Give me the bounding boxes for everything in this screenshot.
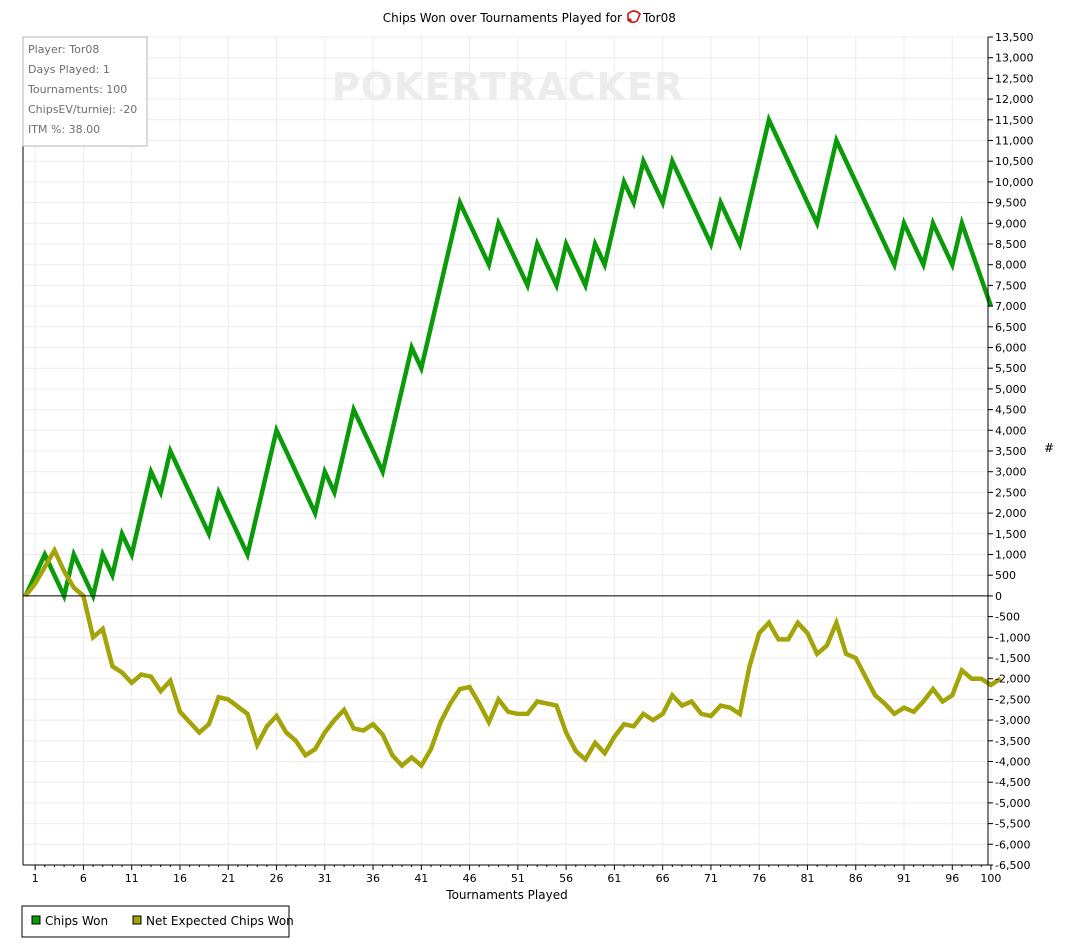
x-tick-label: 41: [414, 872, 428, 885]
x-tick-label: 86: [849, 872, 863, 885]
y-tick-label: 10,500: [995, 155, 1034, 168]
x-tick-label: 100: [980, 872, 1001, 885]
x-tick-label: 6: [80, 872, 87, 885]
x-tick-label: 91: [897, 872, 911, 885]
x-tick-label: 61: [607, 872, 621, 885]
x-tick-label: 1: [32, 872, 39, 885]
x-tick-label: 96: [945, 872, 959, 885]
legend-label-net-expected: Net Expected Chips Won: [146, 914, 294, 928]
y-tick-label: -500: [995, 611, 1020, 624]
x-tick-label: 66: [656, 872, 670, 885]
y-axis-ticks: -6,500 -6,000 -5,500 -5,000 -4,500 -4,000 -3,5…: [988, 31, 1034, 872]
x-tick-label: 76: [752, 872, 766, 885]
chart-title-text: Chips Won over Tournaments Played for: [383, 11, 622, 25]
y-tick-label: 3,500: [995, 445, 1027, 458]
x-tick-label: 31: [318, 872, 332, 885]
info-itm: ITM %: 38.00: [28, 123, 100, 136]
watermark: POKERTRACKER: [332, 65, 684, 109]
y-tick-label: -1,500: [995, 652, 1030, 665]
x-axis-label: Tournaments Played: [445, 888, 567, 902]
y-tick-label: 3,000: [995, 466, 1027, 479]
y-tick-label: -6,000: [995, 838, 1030, 851]
y-tick-label: -4,000: [995, 756, 1030, 769]
y-tick-label: 11,500: [995, 114, 1034, 127]
legend: Chips Won Net Expected Chips Won: [21, 905, 294, 938]
x-axis-ticks: 1 6 11 16 21 26 31 36 41 46 51 56 61 66 71 76 81 86 91 96 10…: [32, 865, 1001, 885]
series-lines: [23, 112, 1002, 770]
y-tick-label: 13,000: [995, 52, 1034, 65]
legend-swatch-chips-won: [31, 915, 41, 925]
info-days-played: Days Played: 1: [28, 63, 110, 76]
y-tick-label: 12,500: [995, 72, 1034, 85]
info-tournaments: Tournaments: 100: [27, 83, 127, 96]
info-player: Player: Tor08: [28, 43, 99, 56]
y-tick-label: 2,500: [995, 486, 1027, 499]
y-tick-label: 9,500: [995, 197, 1027, 210]
y-tick-label: 7,000: [995, 300, 1027, 313]
y-tick-label: 8,500: [995, 238, 1027, 251]
y-tick-label: 4,000: [995, 424, 1027, 437]
x-tick-label: 11: [125, 872, 139, 885]
legend-label-chips-won: Chips Won: [45, 914, 108, 928]
y-tick-label: 1,000: [995, 549, 1027, 562]
y-tick-label: 0: [995, 590, 1002, 603]
y-tick-label: 5,000: [995, 383, 1027, 396]
y-tick-label: 11,000: [995, 135, 1034, 148]
y-tick-label: 9,000: [995, 217, 1027, 230]
player-icon: [627, 10, 641, 24]
x-tick-label: 26: [270, 872, 284, 885]
x-tick-label: 36: [366, 872, 380, 885]
y-tick-label: 5,500: [995, 362, 1027, 375]
y-tick-label: 8,000: [995, 259, 1027, 272]
y-axis-label: #: [1044, 441, 1054, 455]
y-tick-label: -3,500: [995, 735, 1030, 748]
x-tick-label: 56: [559, 872, 573, 885]
info-chips-ev: ChipsEV/turniej: -20: [28, 103, 137, 116]
y-tick-label: -1,000: [995, 631, 1030, 644]
x-tick-label: 21: [221, 872, 235, 885]
y-tick-label: 10,000: [995, 176, 1034, 189]
legend-swatch-net-expected: [132, 915, 142, 925]
y-tick-label: -4,500: [995, 776, 1030, 789]
series-line-chips-won: [23, 112, 994, 603]
x-tick-label: 51: [511, 872, 525, 885]
y-tick-label: 2,000: [995, 507, 1027, 520]
x-tick-label: 81: [800, 872, 814, 885]
y-tick-label: -6,500: [995, 859, 1030, 872]
chart-title: Chips Won over Tournaments Played for To…: [383, 10, 676, 25]
y-tick-label: -5,000: [995, 797, 1030, 810]
y-tick-label: 1,500: [995, 528, 1027, 541]
x-tick-label: 71: [704, 872, 718, 885]
player-name: Tor08: [642, 11, 676, 25]
y-tick-label: -5,500: [995, 818, 1030, 831]
series-line-net-expected-chips-won: [23, 545, 1002, 770]
x-tick-label: 46: [463, 872, 477, 885]
y-tick-label: 6,000: [995, 342, 1027, 355]
y-tick-label: 500: [995, 569, 1016, 582]
y-tick-label: 7,500: [995, 279, 1027, 292]
info-box: Player: Tor08 Days Played: 1 Tournaments…: [22, 36, 148, 147]
y-tick-label: 12,000: [995, 93, 1034, 106]
y-tick-label: 13,500: [995, 31, 1034, 44]
y-tick-label: 4,500: [995, 404, 1027, 417]
legend-item-net-expected: Net Expected Chips Won: [132, 914, 294, 928]
y-tick-label: -2,500: [995, 693, 1030, 706]
y-tick-label: -3,000: [995, 714, 1030, 727]
y-tick-label: 6,500: [995, 321, 1027, 334]
y-tick-label: -2,000: [995, 673, 1030, 686]
x-tick-label: 16: [173, 872, 187, 885]
legend-item-chips-won: Chips Won: [31, 914, 108, 928]
